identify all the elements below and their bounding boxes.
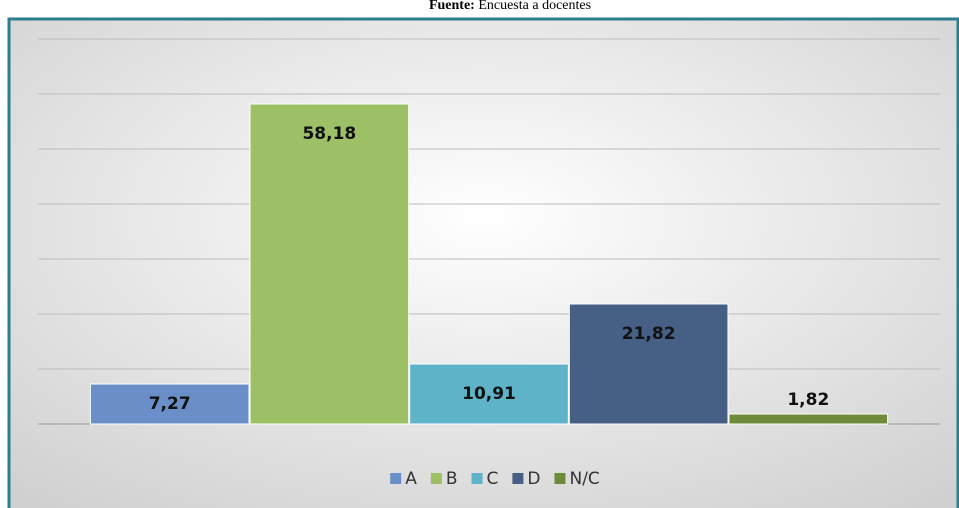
legend-swatch [430,473,442,484]
title-text: Encuesta a docentes [478,0,591,13]
legend-swatch [512,473,524,484]
data-label: 58,18 [302,124,356,144]
bar [728,413,889,425]
chart-area [7,17,959,508]
legend-swatch [554,473,566,484]
data-label: 7,27 [149,394,191,414]
legend-swatch [471,473,483,484]
chart-title: Fuente: Encuesta a docentes [429,0,591,13]
bar [568,303,729,425]
legend-label: B [446,469,458,489]
bar [409,363,569,425]
legend-label: A [405,469,417,489]
legend: A B C D N/C [390,469,600,489]
data-label: 21,82 [622,324,676,344]
legend-label: D [527,469,540,489]
legend-swatch [390,473,402,484]
data-label: 10,91 [462,384,516,404]
title-bold: Fuente: [429,0,475,13]
bar [89,383,250,425]
data-label: 1,82 [787,390,829,410]
legend-label: C [487,469,499,489]
legend-label: N/C [569,469,599,489]
bar [249,103,410,425]
